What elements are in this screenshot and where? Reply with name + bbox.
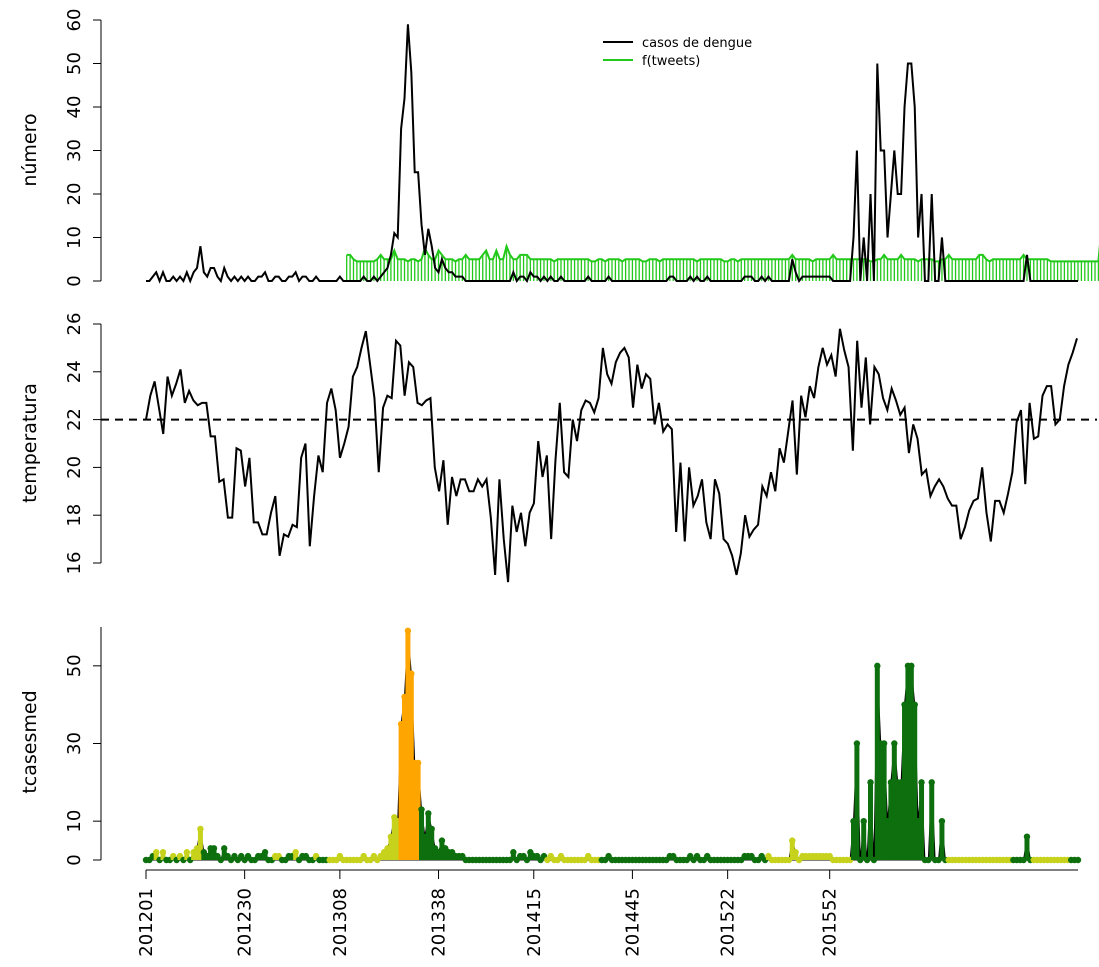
- tcasesmed-point: [183, 849, 191, 856]
- y-tick-label-top: 30: [64, 139, 85, 162]
- x-tick-label: 201522: [718, 888, 739, 957]
- x-tick-label: 201201: [136, 888, 157, 957]
- ylabel-middle: temperatura: [19, 383, 41, 503]
- y-tick-label-top: 10: [64, 226, 85, 249]
- ylabel-bottom: tcasesmed: [19, 690, 41, 793]
- tcasesmed-point: [880, 740, 888, 747]
- panel-middle: 16 18 20 22 24 26: [64, 313, 1097, 583]
- tcasesmed-point: [159, 849, 167, 856]
- y-tick-label-top: 0: [64, 275, 85, 286]
- y-tick-label-top: 50: [64, 52, 85, 75]
- x-tick-label: 201415: [524, 888, 545, 957]
- y-tick-label-top: 20: [64, 183, 85, 206]
- y-tick-label-middle: 18: [64, 504, 85, 527]
- panel-top: 0 10 20 30 40 50 60: [64, 9, 1099, 287]
- ylabel-top: número: [19, 113, 41, 186]
- cases-line: [146, 24, 1078, 284]
- tcasesmed-point: [510, 849, 517, 856]
- tcasesmed-point: [438, 837, 446, 844]
- panel-bottom: 0 10 30 50: [64, 627, 1082, 866]
- y-tick-label-bottom: 50: [64, 654, 85, 677]
- y-tick-label-middle: 16: [64, 552, 85, 575]
- tcasesmed-point: [261, 849, 269, 856]
- tcasesmed-area: [146, 630, 1078, 862]
- y-tick-label-middle: 24: [64, 360, 85, 383]
- y-tick-label-bottom: 30: [64, 732, 85, 755]
- legend-label-tweets: f(tweets): [642, 54, 700, 69]
- tcasesmed-point: [418, 806, 425, 813]
- y-tick-label-bottom: 0: [64, 854, 85, 865]
- tcasesmed-point: [425, 810, 432, 817]
- tcasesmed-point: [197, 825, 204, 833]
- tcasesmed-point: [874, 662, 881, 670]
- tcasesmed-point: [292, 849, 299, 856]
- tcasesmed-point: [792, 849, 799, 856]
- temperature-line: [145, 328, 1078, 583]
- tcasesmed-point: [853, 740, 861, 747]
- legend-label-cases: casos de dengue: [642, 36, 752, 51]
- tweets-line: [346, 242, 1099, 263]
- y-tick-label-bottom: 10: [64, 810, 85, 833]
- y-tick-label-middle: 20: [64, 456, 85, 479]
- y-tick-label-middle: 22: [64, 408, 85, 431]
- x-tick-label: 201445: [622, 888, 643, 957]
- tcasesmed-point: [867, 779, 874, 786]
- tcasesmed-point: [408, 670, 415, 677]
- tcasesmed-point: [789, 837, 796, 844]
- tcasesmed-point: [414, 759, 422, 767]
- x-tick-label: 201338: [429, 888, 450, 957]
- y-tick-label-top: 60: [64, 9, 85, 32]
- tcasesmed-point: [891, 740, 898, 747]
- tcasesmed-point: [860, 817, 867, 825]
- tcasesmed-point: [221, 845, 228, 852]
- x-tick-label: 201230: [235, 888, 256, 957]
- tcasesmed-point: [918, 779, 925, 786]
- tcasesmed-point: [938, 817, 946, 825]
- tcasesmed-point: [908, 662, 915, 670]
- tcasesmed-point: [1074, 856, 1082, 864]
- x-tick-label: 201552: [820, 888, 841, 957]
- legend: casos de dengue f(tweets): [603, 36, 752, 69]
- y-tick-label-top: 40: [64, 96, 85, 119]
- tcasesmed-point: [404, 627, 412, 635]
- tcasesmed-point: [428, 825, 435, 833]
- tcasesmed-point: [210, 845, 218, 852]
- tcasesmed-point: [1023, 833, 1031, 840]
- tcasesmed-point: [911, 701, 918, 708]
- x-tick-label: 201308: [330, 888, 351, 957]
- tcasesmed-point: [928, 779, 935, 786]
- y-tick-label-middle: 26: [64, 313, 85, 336]
- tcasesmed-point: [153, 849, 160, 856]
- x-axis: 201201 201230 201308 201338 201415 201445 2015…: [136, 869, 1078, 957]
